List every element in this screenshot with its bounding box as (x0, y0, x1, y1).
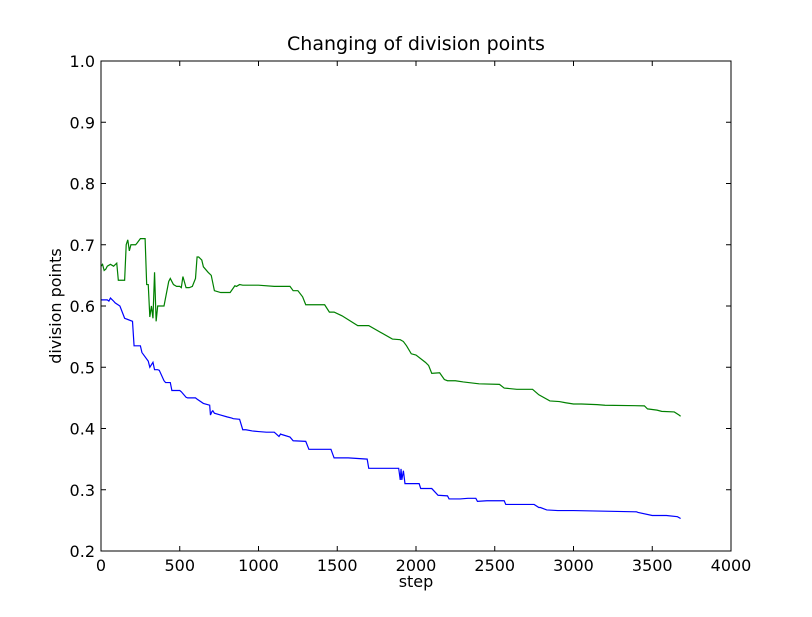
series-line-2 (100, 238, 681, 417)
x-tick-label: 0 (96, 556, 106, 575)
x-tick-label: 4000 (711, 556, 752, 575)
y-tick-label: 1.0 (70, 52, 95, 71)
y-tick-label: 0.3 (70, 481, 95, 500)
y-tick-label: 0.4 (70, 420, 95, 439)
x-tick-label: 3500 (632, 556, 673, 575)
series-line-1 (101, 297, 681, 520)
x-tick-label: 500 (164, 556, 195, 575)
chart-title: Changing of division points (287, 33, 545, 55)
y-tick-label: 0.8 (70, 175, 95, 194)
y-axis-label: division points (46, 248, 65, 363)
axis-ticks: 0 500 1000 1500 2000 2500 3000 3500 4000 0.2 0.3 0.… (70, 52, 752, 575)
x-tick-label: 2000 (396, 556, 437, 575)
x-axis-label: step (399, 572, 434, 591)
x-tick-label: 1500 (317, 556, 358, 575)
y-tick-label: 0.5 (70, 358, 95, 377)
y-tick-label: 0.7 (70, 236, 95, 255)
y-tick-label: 0.6 (70, 297, 95, 316)
plot-frame (100, 60, 732, 552)
plot-area-background (101, 61, 731, 551)
series-lines (100, 238, 681, 520)
x-tick-label: 3000 (553, 556, 594, 575)
x-tick-label: 2500 (474, 556, 515, 575)
y-tick-label: 0.2 (70, 542, 95, 561)
x-tick-label: 1000 (238, 556, 279, 575)
y-tick-label: 0.9 (70, 113, 95, 132)
